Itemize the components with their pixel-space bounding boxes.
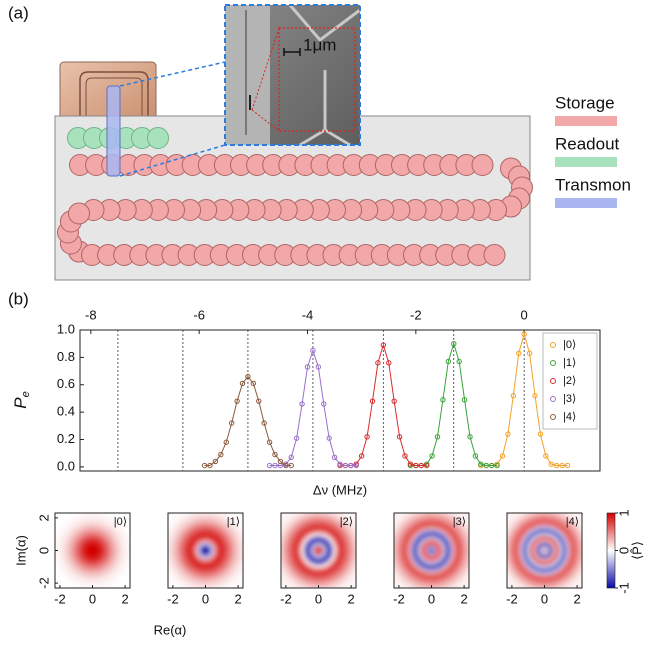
legend-label: |0⟩: [563, 339, 576, 351]
legend-label: Transmon: [555, 175, 631, 194]
legend-label: |3⟩: [563, 393, 576, 405]
cavity-cell: [69, 203, 90, 224]
panel-label: |1⟩: [227, 516, 240, 528]
y-tick-label: 0.6: [57, 376, 75, 391]
x-tick-label: 2: [573, 591, 580, 606]
y-axis-label: Pe: [11, 391, 31, 408]
legend-label: Storage: [555, 93, 615, 112]
legend-label: |2⟩: [563, 375, 576, 387]
legend-label: Readout: [555, 134, 620, 153]
wigner-panels: |0⟩ -2 0 2 -2 0 2 |1⟩ -2 0 2 |2⟩ -2 0 2 |3⟩ -2 0 2 |4⟩ -2 0 2 I…: [13, 503, 644, 637]
panel-label: (b): [8, 289, 29, 308]
legend-label: |1⟩: [563, 357, 576, 369]
x-tick-label: -6: [193, 307, 205, 322]
panel-label: |4⟩: [566, 516, 579, 528]
y-tick-label: -2: [36, 577, 51, 589]
x-tick-label: -2: [393, 591, 405, 606]
device-diagram: 1μm: [55, 5, 533, 280]
wigner-ring: [430, 549, 433, 552]
colorbar-tick-label: -1: [616, 582, 631, 594]
y-tick-label: 1.0: [57, 321, 75, 336]
x-tick-label: 0: [315, 591, 322, 606]
x-axis-label: Re(α): [154, 622, 187, 637]
x-tick-label: 0: [521, 307, 528, 322]
legend-swatch: [555, 116, 617, 126]
y-tick-label: 2: [36, 514, 51, 521]
wigner-ring: [543, 549, 546, 552]
y-tick-label: 0.8: [57, 349, 75, 364]
x-tick-label: 2: [460, 591, 467, 606]
y-axis-label-main: P: [11, 397, 30, 409]
legend: Storage Readout Transmon: [555, 93, 631, 208]
legend-label: |4⟩: [563, 411, 576, 423]
transmon: [107, 86, 120, 176]
wigner-ring: [317, 549, 320, 552]
spectroscopy-chart: (b) -8 -6 -4 -2 0 0.0 0.2 0.4 0.6 0.8 1.0 Pe Δν (MHz)…: [8, 289, 600, 497]
plot-frame: [80, 330, 600, 471]
y-axis-label-sub: e: [20, 391, 32, 397]
panel-label: |2⟩: [340, 516, 353, 528]
legend-swatch: [555, 198, 617, 208]
x-tick-label: -8: [85, 307, 97, 322]
x-axis-label: Δν (MHz): [313, 482, 367, 497]
x-tick-label: 0: [202, 591, 209, 606]
x-tick-label: 2: [347, 591, 354, 606]
panel-label: |3⟩: [453, 516, 466, 528]
colorbar-tick-label: 1: [616, 509, 631, 516]
legend-swatch: [555, 157, 617, 167]
y-tick-label: 0.2: [57, 431, 75, 446]
x-tick-label: 2: [234, 591, 241, 606]
y-axis-label: Im(α): [13, 535, 28, 566]
x-tick-label: -2: [506, 591, 518, 606]
y-tick-label: 0: [36, 547, 51, 554]
x-tick-label: 2: [121, 591, 128, 606]
x-tick-label: -2: [167, 591, 179, 606]
x-tick-label: 0: [541, 591, 548, 606]
cavity-cell: [472, 155, 493, 176]
colorbar: [607, 513, 615, 588]
y-tick-label: 0.0: [57, 458, 75, 473]
panel-label: (a): [8, 3, 29, 22]
x-tick-label: 0: [428, 591, 435, 606]
y-tick-label: 0.4: [57, 404, 75, 419]
x-tick-label: -2: [54, 591, 66, 606]
panel-label: |0⟩: [114, 516, 127, 528]
figure: (a) 1μm Storage Readout Transmon (b) -8 -6 -4…: [0, 0, 650, 656]
cavity-cell: [148, 128, 169, 149]
series-line: [205, 377, 292, 466]
cavity-cell: [484, 245, 505, 266]
wigner-ring: [204, 549, 207, 552]
x-tick-label: -4: [302, 307, 314, 322]
wigner-ring: [91, 549, 94, 552]
scale-bar-label: 1μm: [303, 35, 336, 54]
x-tick-label: -2: [410, 307, 422, 322]
colorbar-label: ⟨P̂⟩: [629, 541, 644, 560]
x-tick-label: 0: [89, 591, 96, 606]
x-tick-label: -2: [280, 591, 292, 606]
